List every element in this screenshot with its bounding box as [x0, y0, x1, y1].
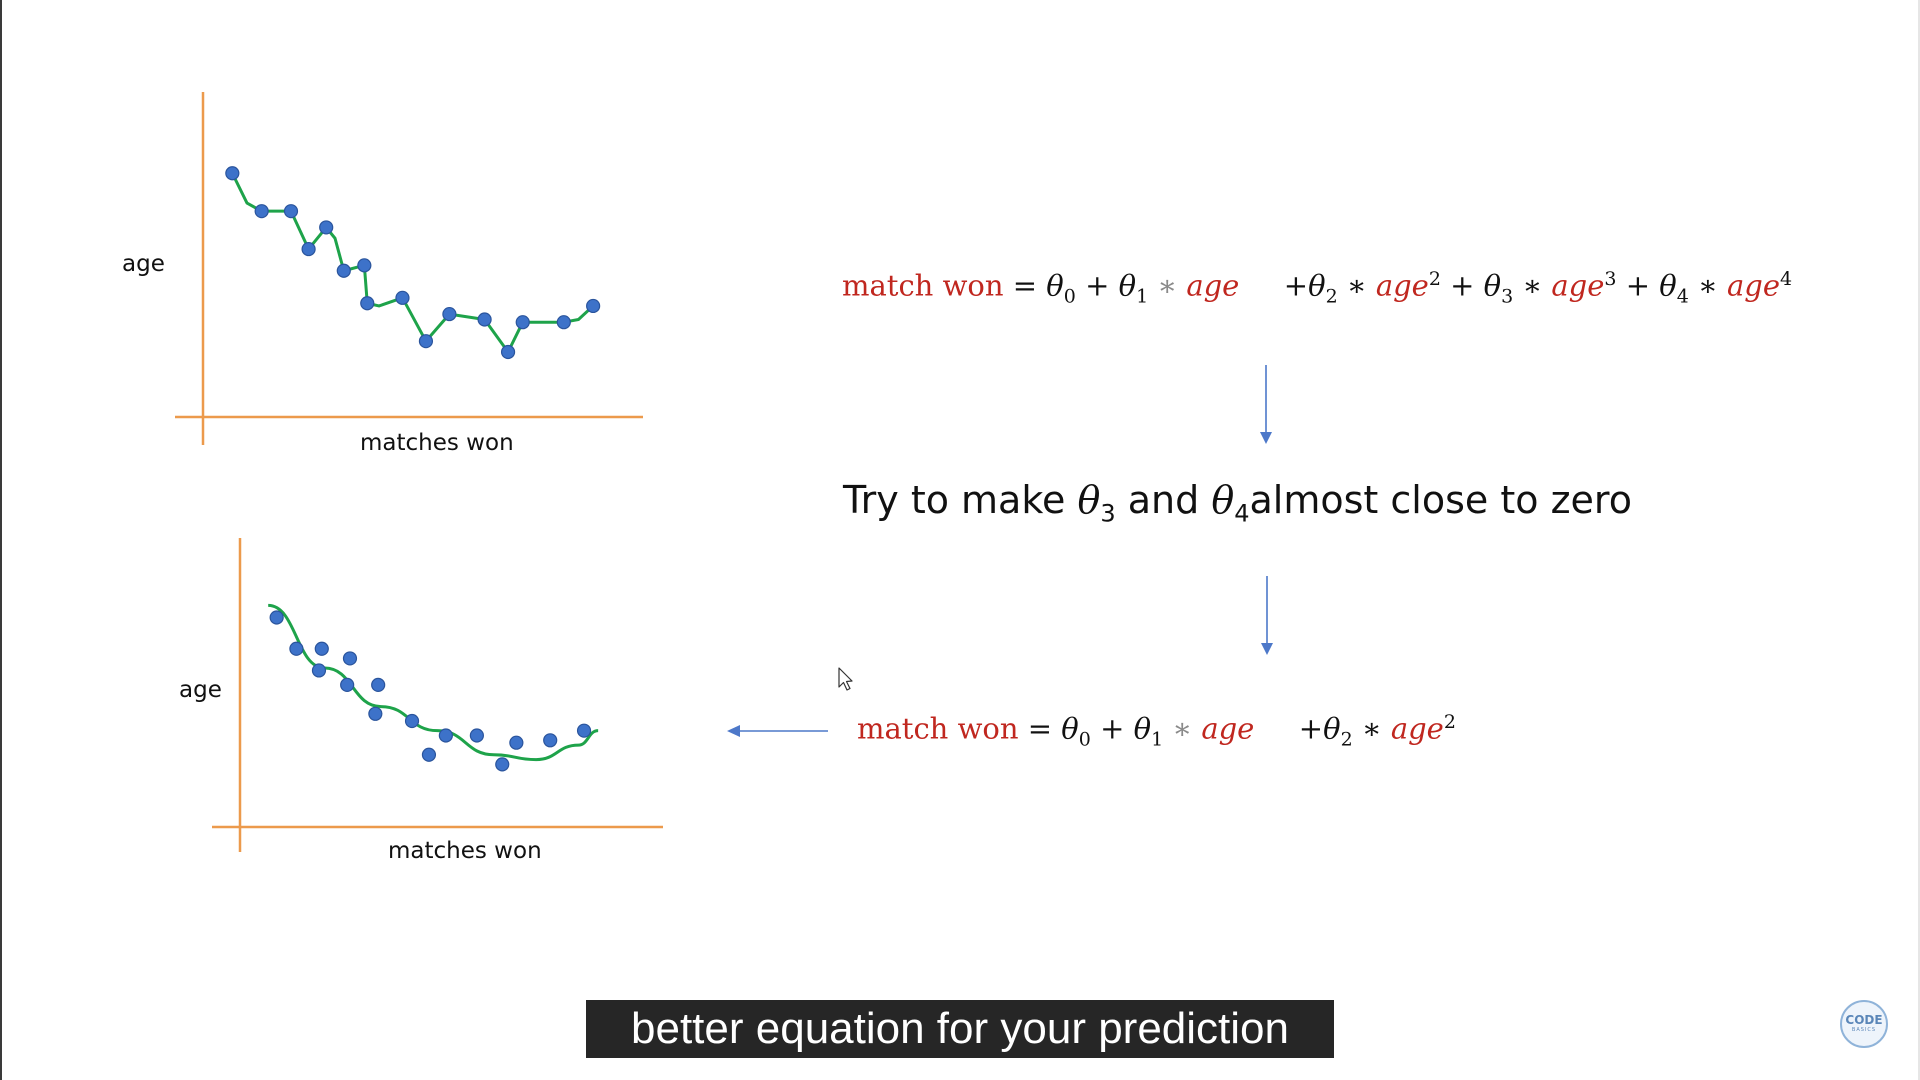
channel-logo[interactable]: CODE BASICS — [1840, 1000, 1888, 1048]
bottom-chart-point-13 — [509, 735, 524, 750]
top-chart-point-1 — [254, 204, 269, 219]
top-chart-point-0 — [225, 166, 240, 181]
top-chart-point-13 — [515, 315, 530, 330]
bottom-chart-point-14 — [543, 733, 558, 748]
bottom-chart-point-5 — [340, 677, 355, 693]
bottom-chart-point-11 — [469, 728, 484, 743]
bottom-chart-point-1 — [289, 641, 304, 656]
bottom-chart-point-2 — [314, 641, 329, 656]
bottom-chart-point-15 — [576, 723, 592, 738]
arrow-down-1 — [1260, 365, 1272, 444]
top-chart-x-label: matches won — [360, 430, 514, 456]
top-chart-fit-curve — [230, 172, 595, 354]
top-chart-point-10 — [442, 306, 457, 322]
bottom-chart-point-8 — [404, 713, 420, 729]
top-chart-point-14 — [556, 315, 571, 330]
top-chart-point-11 — [477, 312, 492, 327]
logo-text: CODE — [1845, 1013, 1883, 1027]
bottom-chart-point-12 — [495, 757, 510, 772]
top-chart-point-3 — [301, 241, 316, 257]
top-chart-point-6 — [357, 258, 372, 273]
top-chart-point-2 — [283, 204, 299, 219]
regularization-statement: Try to make θ3 and θ4almost close to zer… — [843, 478, 1632, 528]
top-chart-point-7 — [360, 296, 375, 311]
arrow-down-2 — [1261, 576, 1273, 655]
bottom-chart-x-label: matches won — [388, 838, 542, 864]
arrow-left — [727, 725, 828, 737]
equation-lhs: match won — [857, 711, 1019, 746]
equation-lhs: match won — [842, 268, 1004, 303]
equation-degree-4: match won = θ0 + θ1 ∗ age +θ2 ∗ age2 + θ… — [842, 268, 1793, 308]
top-chart-y-label: age — [122, 251, 165, 277]
bottom-chart-point-6 — [371, 677, 386, 693]
bottom-chart-point-10 — [438, 728, 453, 743]
bottom-chart-point-3 — [311, 663, 327, 678]
top-chart-point-5 — [336, 263, 351, 278]
bottom-chart-point-7 — [368, 706, 383, 721]
mouse-cursor-icon — [838, 667, 853, 691]
left-border — [0, 0, 2, 1080]
top-chart-point-4 — [319, 220, 334, 235]
bottom-chart-point-0 — [269, 610, 284, 625]
bottom-chart-y-label: age — [179, 677, 222, 703]
video-caption: better equation for your prediction — [586, 1000, 1334, 1058]
bottom-chart-point-9 — [421, 747, 437, 762]
top-chart-point-15 — [586, 298, 601, 314]
top-chart-point-9 — [418, 334, 434, 349]
logo-subtext: BASICS — [1851, 1027, 1877, 1033]
bottom-chart-point-4 — [342, 651, 358, 666]
equation-degree-2: match won = θ0 + θ1 ∗ age +θ2 ∗ age2 — [857, 711, 1456, 751]
top-chart-point-12 — [500, 344, 516, 360]
top-chart-point-8 — [395, 290, 410, 305]
right-border — [1918, 0, 1920, 1080]
